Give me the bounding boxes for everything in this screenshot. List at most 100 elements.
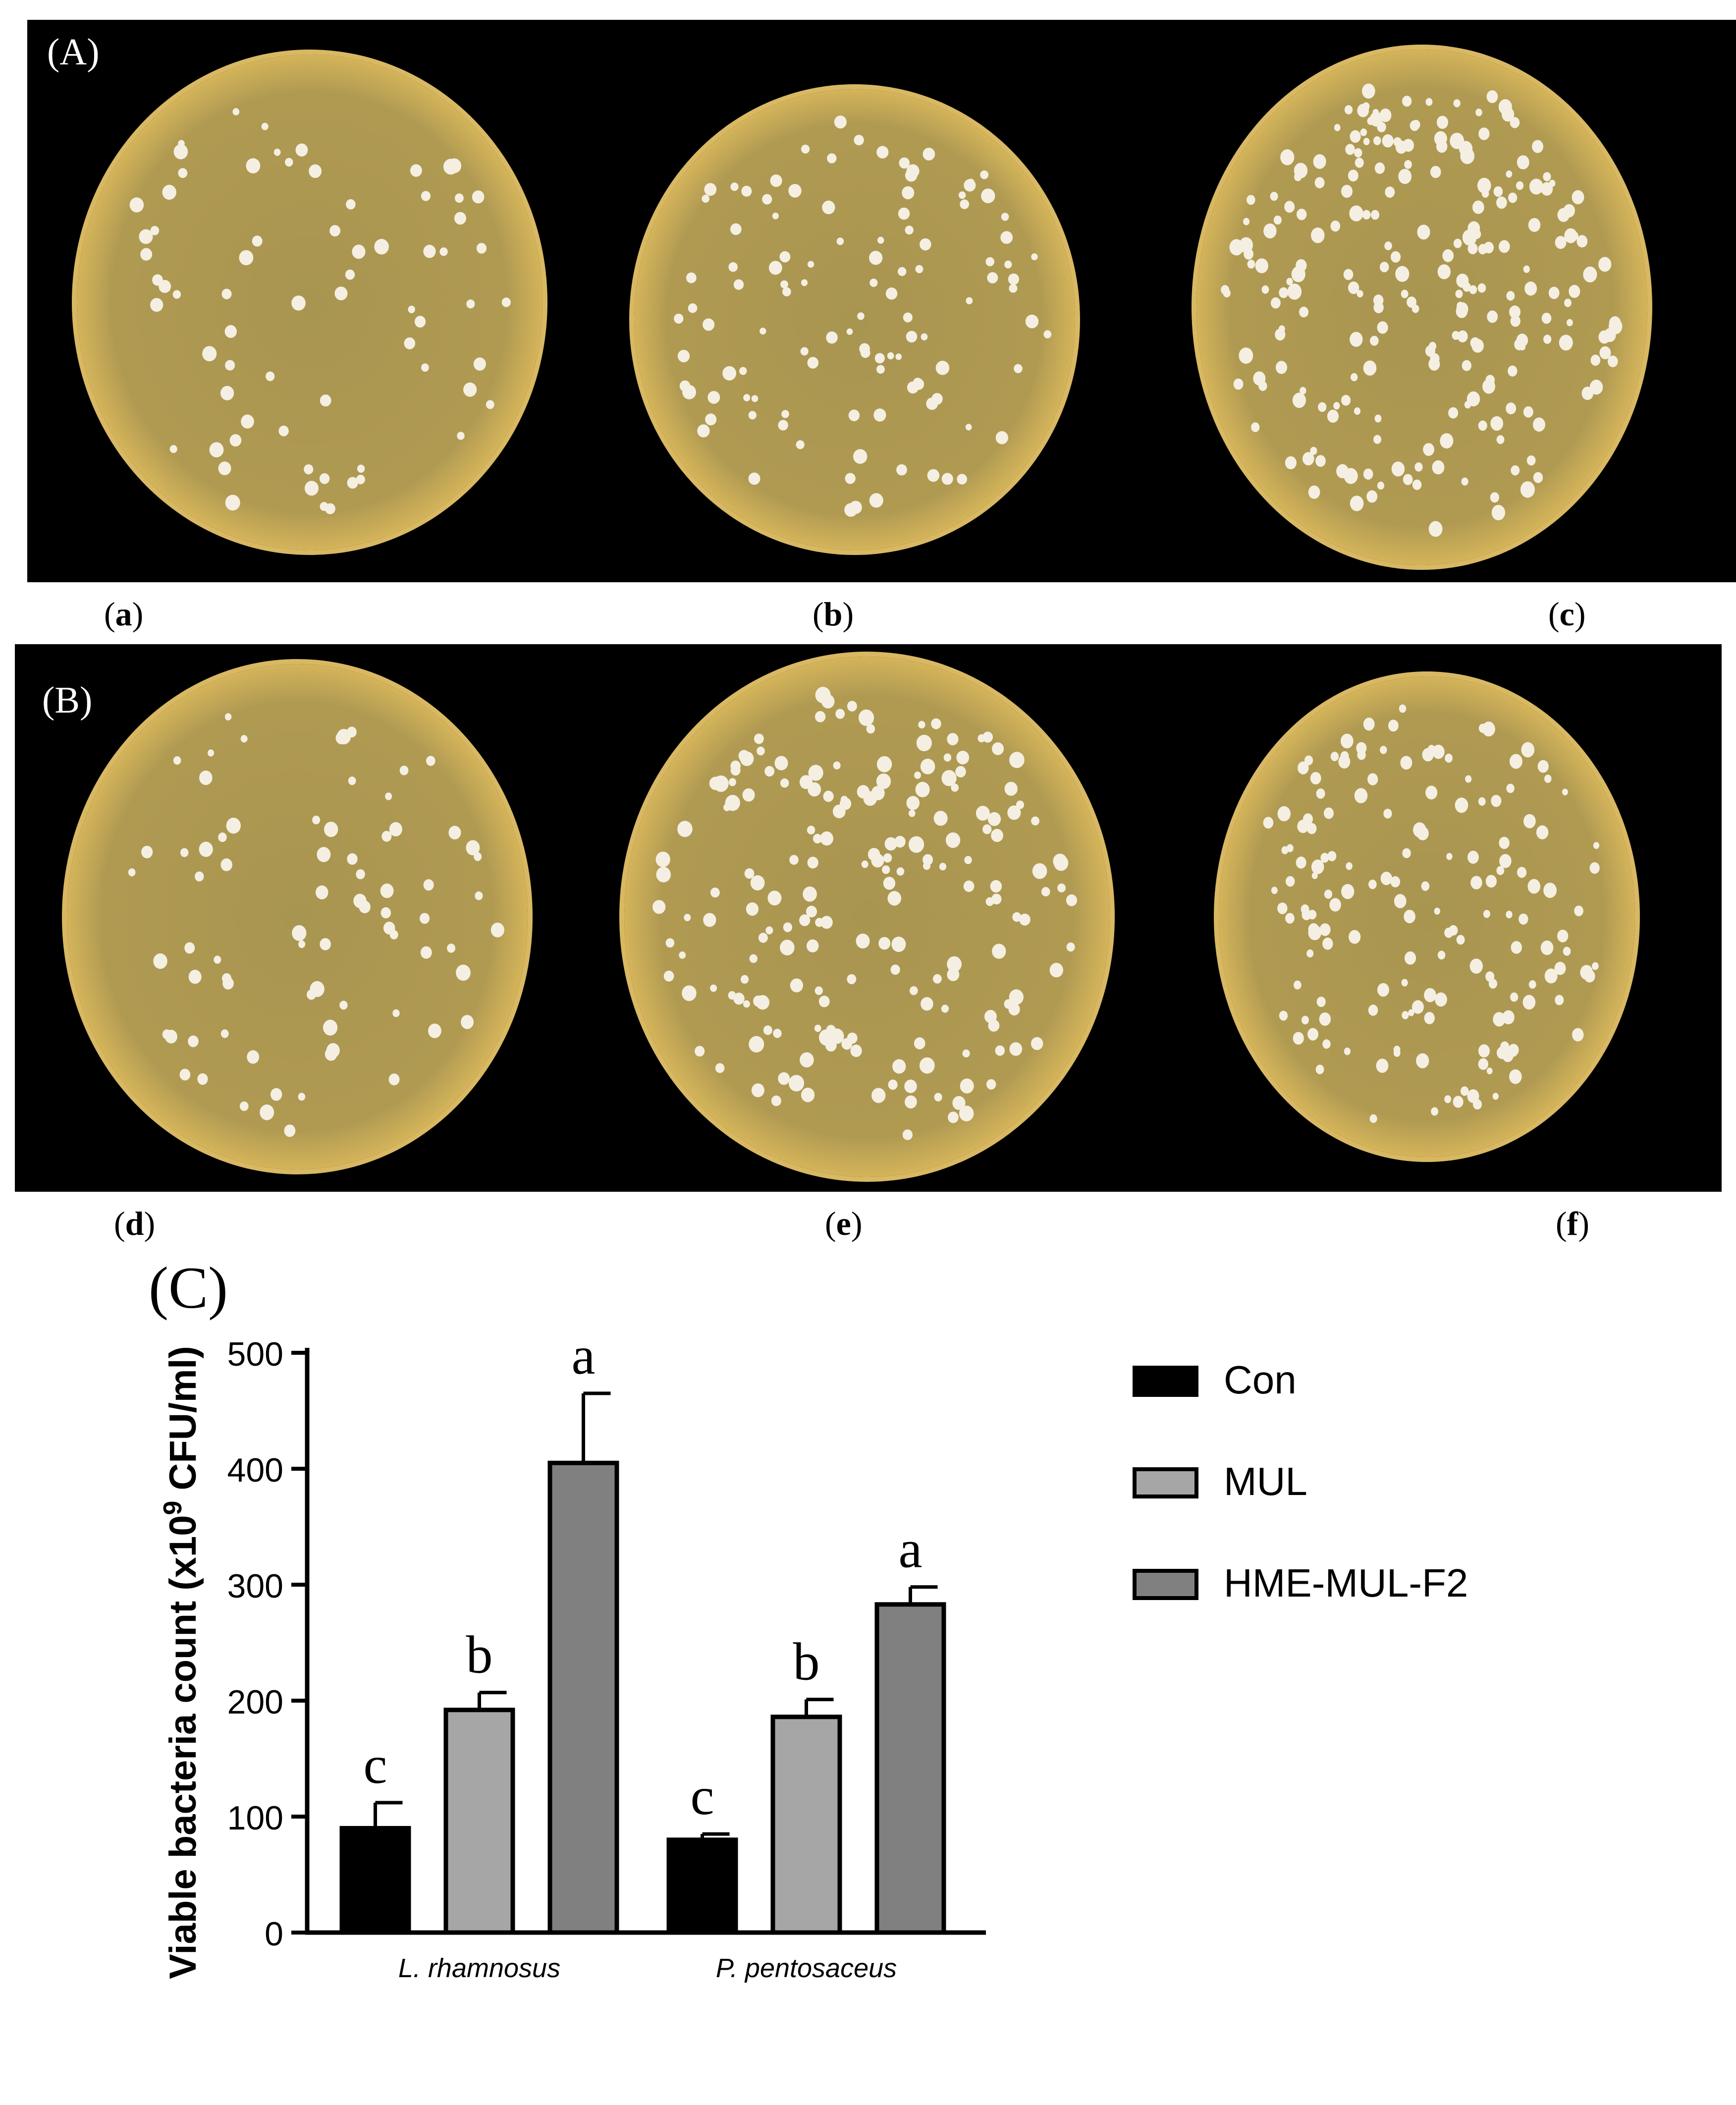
colony <box>226 818 241 834</box>
colony <box>767 890 782 906</box>
colony <box>695 1046 705 1057</box>
colony <box>225 495 240 511</box>
colony <box>324 822 338 837</box>
colony <box>1496 866 1505 875</box>
colony <box>1493 1012 1506 1027</box>
colony <box>1294 172 1302 181</box>
colony <box>490 922 504 938</box>
colony <box>347 853 358 865</box>
colony <box>715 1063 725 1073</box>
colony <box>1379 262 1389 273</box>
colony <box>1247 195 1255 205</box>
colony <box>273 149 281 156</box>
colony <box>1031 253 1038 261</box>
colony <box>710 887 720 898</box>
colony <box>1286 277 1293 285</box>
colony <box>229 434 242 447</box>
colony <box>1442 249 1454 262</box>
colony <box>1363 718 1375 731</box>
colony <box>222 973 232 984</box>
colony <box>1404 951 1416 965</box>
colony <box>1499 854 1512 868</box>
colony <box>1412 1000 1424 1014</box>
colony <box>1569 284 1580 298</box>
colony <box>1377 481 1385 490</box>
colony <box>902 186 915 200</box>
y-tick-label: 300 <box>227 1567 283 1605</box>
colony <box>239 1101 249 1111</box>
bar-mul-0 <box>443 1708 515 1935</box>
colony <box>1349 205 1363 222</box>
colony <box>1306 949 1314 958</box>
colony <box>677 821 693 837</box>
colony <box>1589 862 1600 874</box>
colony <box>1384 241 1392 251</box>
sublabel-e: (e) <box>825 1205 863 1242</box>
colony <box>1341 884 1355 899</box>
colony <box>1523 406 1533 418</box>
colony <box>179 1068 191 1081</box>
colony <box>1066 894 1078 906</box>
colony <box>1301 904 1309 914</box>
colony <box>807 261 814 268</box>
colony <box>1516 181 1524 190</box>
colony <box>807 856 818 869</box>
colony <box>1066 942 1075 952</box>
colony <box>220 386 234 400</box>
colony <box>339 1000 348 1010</box>
colony <box>1527 879 1541 894</box>
colony <box>801 279 808 286</box>
significance-letter: c <box>691 1767 714 1826</box>
colony <box>291 295 306 311</box>
colony <box>1317 860 1324 868</box>
colony <box>1366 490 1378 503</box>
colony <box>955 766 966 777</box>
bar-hme-mul-f2-0 <box>547 1460 619 1935</box>
colony <box>501 297 511 307</box>
colony <box>888 1079 898 1090</box>
colony <box>1319 1012 1331 1026</box>
colony <box>389 822 403 836</box>
colony <box>814 986 823 996</box>
colony <box>1536 825 1549 839</box>
colony <box>1467 243 1478 255</box>
colony <box>1499 836 1510 849</box>
colony <box>1251 422 1260 433</box>
panel-a-photo: (A) <box>27 20 1137 582</box>
colony <box>224 325 237 338</box>
colony <box>1572 190 1584 205</box>
colony <box>814 711 826 722</box>
colony <box>1377 983 1389 997</box>
colony <box>1009 1042 1023 1056</box>
colony <box>1506 170 1513 178</box>
colony <box>1528 980 1536 989</box>
colony <box>1356 290 1363 298</box>
colony <box>347 477 358 489</box>
colony <box>1330 752 1339 762</box>
colony <box>1330 220 1341 232</box>
colony <box>1368 880 1377 889</box>
colony <box>770 174 782 187</box>
colony <box>218 461 231 475</box>
colony <box>1025 314 1039 329</box>
colony <box>915 781 930 797</box>
colony <box>1354 148 1362 158</box>
colony <box>356 869 365 880</box>
colony <box>1559 334 1573 351</box>
colony <box>1368 1004 1378 1016</box>
colony <box>1316 788 1325 799</box>
colony <box>1390 876 1401 887</box>
colony <box>1462 360 1472 371</box>
colony <box>779 251 791 263</box>
colony <box>1304 755 1313 766</box>
colony <box>858 709 874 726</box>
colony <box>385 792 392 800</box>
colony <box>1402 848 1411 858</box>
colony <box>1469 285 1477 294</box>
panel-a-photo-right <box>1137 20 1736 582</box>
colony <box>270 1088 282 1101</box>
colony <box>1041 887 1050 896</box>
colony <box>1377 321 1388 334</box>
colony <box>1431 1107 1439 1116</box>
colony <box>834 115 847 129</box>
